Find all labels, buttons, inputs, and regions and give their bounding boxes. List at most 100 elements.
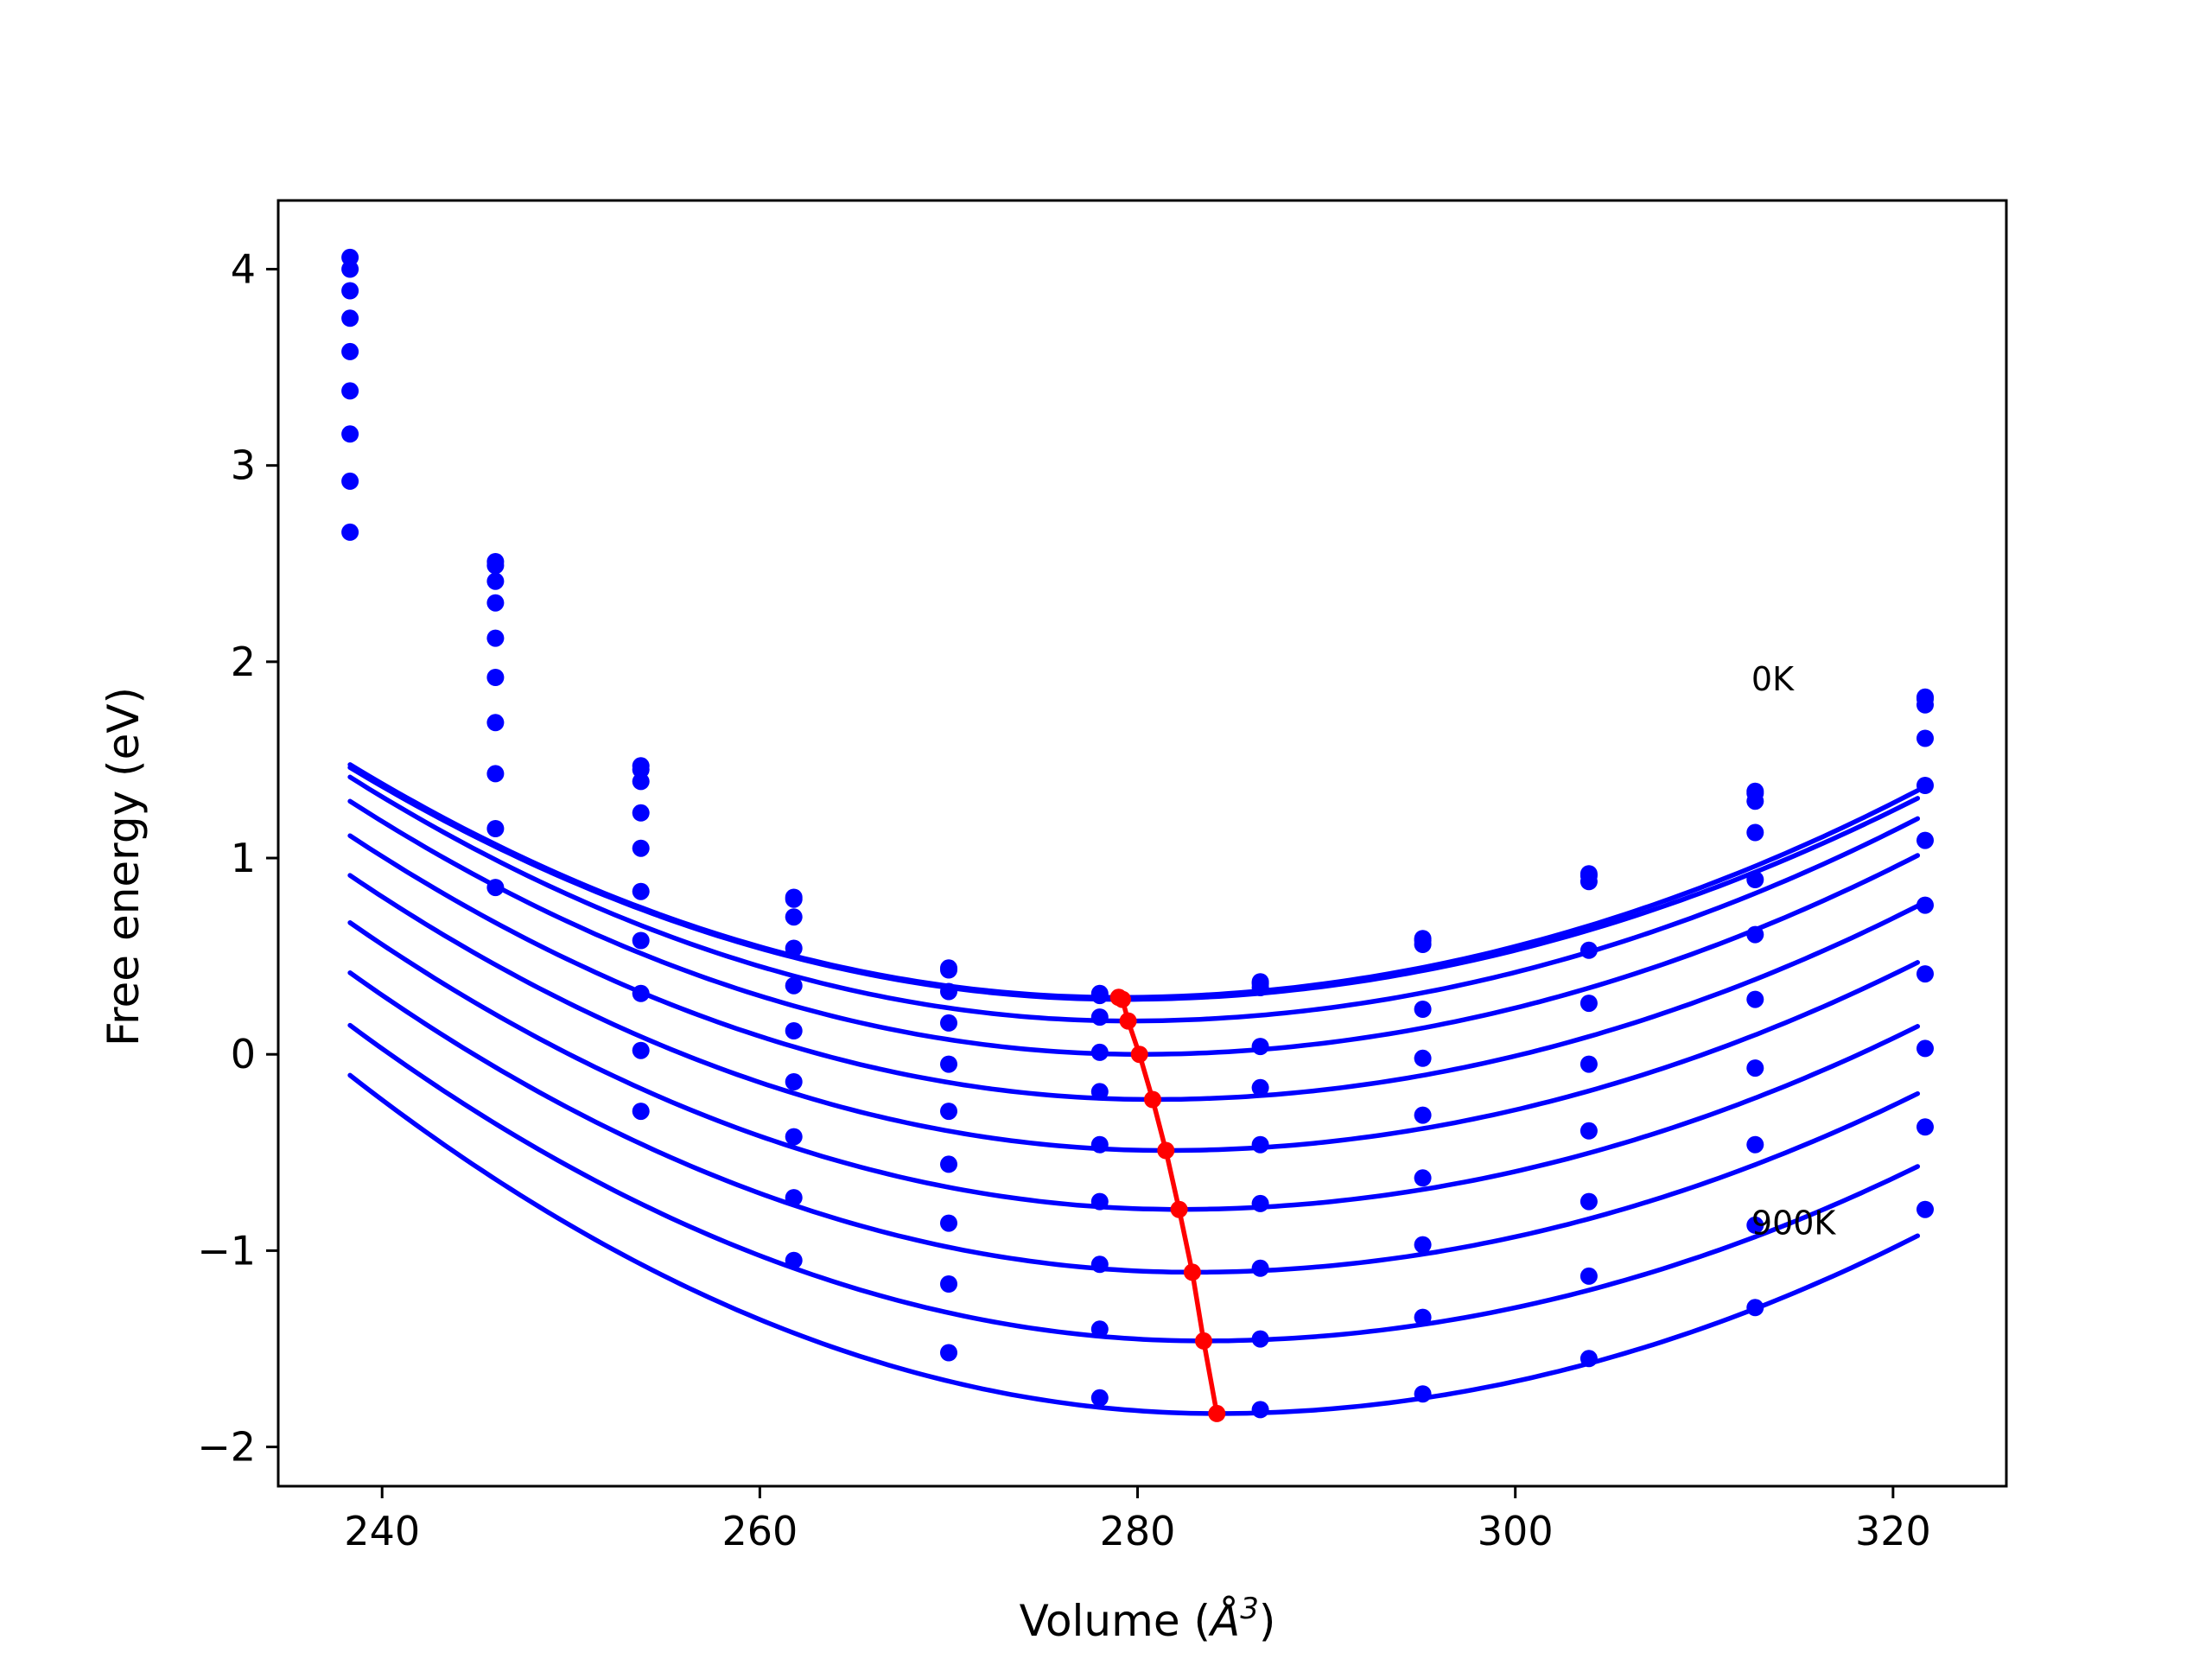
data-point-s10-5	[940, 1344, 957, 1362]
y-tick-label-0: 0	[231, 1031, 256, 1077]
data-point-s8-11	[1916, 965, 1934, 983]
minimum-point-5	[1144, 1090, 1161, 1109]
data-point-s3-3	[632, 772, 650, 791]
y-tick-label--1: −1	[197, 1227, 256, 1274]
data-point-s5-5	[940, 1055, 957, 1073]
data-point-s7-7	[1251, 1194, 1269, 1212]
data-point-s5-4	[785, 976, 803, 995]
data-point-s9-11	[1916, 1039, 1934, 1058]
data-point-s9-7	[1251, 1330, 1269, 1348]
fitted-curve-7	[347, 920, 1921, 1212]
data-point-s7-1	[341, 425, 359, 443]
data-point-s6-11	[1916, 831, 1934, 849]
axes: 240 260 280 300 320 −2 −1 0 1 2 3 4	[197, 199, 2008, 1554]
data-point-s6-9	[1580, 1055, 1598, 1073]
data-point-s3-4	[785, 908, 803, 926]
data-point-s5-11	[1916, 777, 1934, 794]
x-tick-label-320: 320	[1855, 1508, 1931, 1554]
data-point-s3-7	[1251, 979, 1269, 996]
data-point-s9-9	[1580, 1267, 1598, 1285]
fitted-curve-6	[347, 873, 1921, 1154]
data-point-s6-3	[632, 882, 650, 900]
data-point-s9-8	[1414, 1308, 1432, 1326]
data-point-s3-6	[1090, 1008, 1109, 1027]
y-tick-label--2: −2	[197, 1424, 256, 1471]
data-point-s4-10	[1746, 823, 1764, 842]
minimum-point-8	[1183, 1263, 1201, 1281]
data-point-s5-1	[341, 342, 359, 360]
fitted-curve-9	[347, 1022, 1921, 1344]
minimum-point-2	[1114, 990, 1131, 1008]
x-tick-label-300: 300	[1478, 1508, 1554, 1554]
data-point-s8-4	[785, 1128, 803, 1146]
data-point-s3-11	[1916, 696, 1934, 714]
data-point-s9-2	[486, 820, 505, 837]
data-point-s4-3	[632, 804, 650, 822]
data-point-s5-8	[1414, 1049, 1432, 1067]
data-point-s7-8	[1414, 1169, 1432, 1187]
data-point-s6-1	[341, 382, 359, 400]
plot-frame	[276, 199, 2008, 1488]
minimum-point-9	[1195, 1332, 1212, 1350]
data-point-s10-4	[785, 1251, 803, 1269]
data-point-s11-11	[1916, 1200, 1934, 1218]
data-point-s6-8	[1414, 1106, 1432, 1124]
data-point-s6-6	[1090, 1135, 1109, 1154]
data-point-s2-4	[785, 890, 803, 908]
data-point-s9-6	[1090, 1320, 1109, 1338]
data-point-s6-10	[1746, 925, 1764, 944]
y-tick-label-3: 3	[231, 442, 256, 489]
data-point-s7-11	[1916, 896, 1934, 914]
data-point-s9-3	[632, 1041, 650, 1059]
data-point-s3-5	[940, 982, 957, 1001]
minimum-point-4	[1130, 1046, 1148, 1064]
data-point-s2-1	[341, 260, 359, 278]
data-point-s3-9	[1580, 873, 1598, 891]
data-point-s8-5	[940, 1214, 957, 1232]
fitted-curve-2	[347, 765, 1921, 1002]
annotation-900k: 900K	[1751, 1204, 1837, 1242]
data-point-s3-10	[1746, 792, 1764, 810]
data-point-s6-7	[1251, 1135, 1269, 1154]
data-point-s7-4	[785, 1073, 803, 1090]
data-point-s4-1	[341, 309, 359, 327]
data-point-s4-6	[1090, 1043, 1109, 1061]
data-point-s8-9	[1580, 1192, 1598, 1211]
data-point-s4-11	[1916, 729, 1934, 747]
data-point-s8-8	[1414, 1236, 1432, 1254]
minimum-point-3	[1119, 1012, 1137, 1030]
data-point-s7-6	[1090, 1192, 1109, 1211]
data-point-s10-2	[486, 879, 505, 897]
plot-area: 0K 900K	[341, 248, 1934, 1422]
data-point-s10-3	[632, 1103, 650, 1121]
data-point-s4-8	[1414, 1001, 1432, 1018]
fitted-curve-10	[347, 1072, 1921, 1416]
data-point-s4-5	[940, 1014, 957, 1032]
data-point-s2-5	[940, 961, 957, 979]
x-axis-label: Volume (Å3)	[1020, 1592, 1276, 1646]
data-point-s10-10	[1746, 1216, 1764, 1234]
data-point-s4-7	[1251, 1038, 1269, 1056]
data-point-s8-1	[341, 472, 359, 490]
data-point-s6-2	[486, 669, 505, 686]
y-axis-label: Free energy (eV)	[99, 687, 149, 1046]
data-point-s3-2	[486, 572, 505, 590]
data-point-s5-9	[1580, 995, 1598, 1013]
data-point-s3-1	[341, 282, 359, 300]
data-point-s9-4	[785, 1189, 803, 1207]
data-point-s10-6	[1090, 1389, 1109, 1407]
data-point-s4-4	[785, 939, 803, 957]
x-tick-label-260: 260	[721, 1508, 798, 1554]
data-point-s7-3	[632, 931, 650, 950]
data-point-s10-9	[1580, 1350, 1598, 1368]
data-point-s2-6	[1090, 987, 1109, 1005]
data-point-s4-2	[486, 594, 505, 612]
data-point-s9-1	[341, 523, 359, 541]
data-point-s5-6	[1090, 1083, 1109, 1101]
x-tick-label-240: 240	[344, 1508, 420, 1554]
minimum-point-6	[1157, 1141, 1175, 1160]
y-tick-label-1: 1	[231, 835, 256, 881]
data-point-s7-5	[940, 1155, 957, 1173]
data-point-s8-10	[1746, 1059, 1764, 1077]
